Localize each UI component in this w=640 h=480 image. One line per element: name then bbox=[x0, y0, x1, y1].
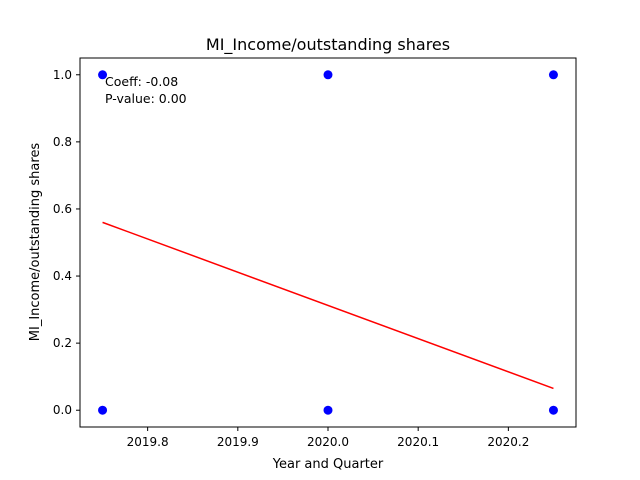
plot-area: 2019.8 2019.9 2020.0 2020.1 2020.2 0.0 0.2 0.4 0… bbox=[53, 57, 577, 449]
y-tick-label: 0.8 bbox=[53, 135, 72, 149]
x-tick-label: 2019.9 bbox=[217, 435, 259, 449]
x-tick-label: 2020.1 bbox=[397, 435, 439, 449]
y-tick-label: 0.4 bbox=[53, 269, 72, 283]
data-point bbox=[98, 70, 108, 80]
x-tick-label: 2020.2 bbox=[487, 435, 529, 449]
y-axis-label: MI_Income/outstanding shares bbox=[28, 143, 43, 342]
data-point bbox=[98, 405, 108, 415]
chart-title: MI_Income/outstanding shares bbox=[206, 35, 450, 55]
y-tick-label: 0.0 bbox=[53, 403, 72, 417]
data-point bbox=[323, 70, 333, 80]
data-point bbox=[548, 405, 558, 415]
coeff-annotation: Coeff: -0.08 bbox=[105, 74, 178, 89]
x-tick-label: 2020.0 bbox=[307, 435, 349, 449]
x-tick-label: 2019.8 bbox=[127, 435, 169, 449]
regression-line bbox=[102, 221, 554, 390]
pvalue-annotation: P-value: 0.00 bbox=[105, 91, 187, 106]
y-tick-label: 1.0 bbox=[53, 68, 72, 82]
y-tick-label: 0.2 bbox=[53, 336, 72, 350]
y-tick-label: 0.6 bbox=[53, 202, 72, 216]
data-point bbox=[323, 405, 333, 415]
data-point bbox=[548, 70, 558, 80]
x-axis-label: Year and Quarter bbox=[272, 457, 384, 472]
